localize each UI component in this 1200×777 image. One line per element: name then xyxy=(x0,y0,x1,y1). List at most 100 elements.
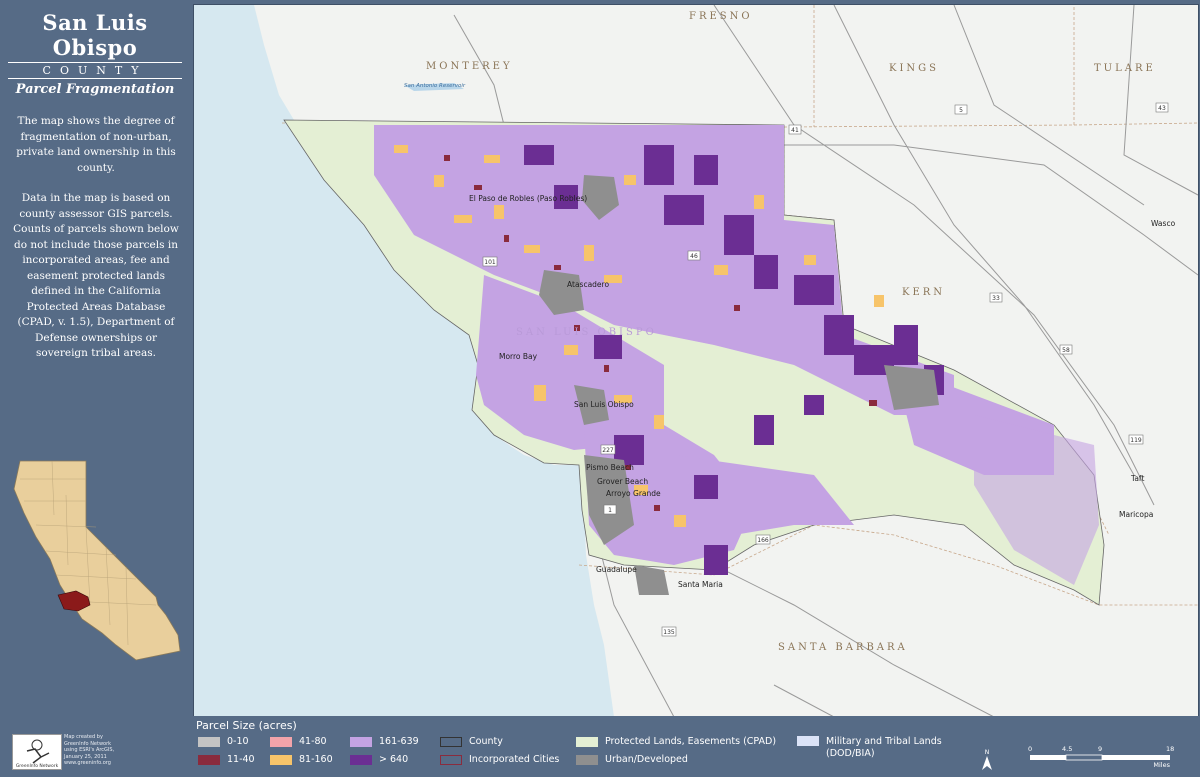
place-label-pismo-beach: Pismo Beach xyxy=(586,463,634,472)
credit-line: January 25, 2011 xyxy=(64,753,107,760)
legend-item: 81-160 xyxy=(270,754,333,765)
legend-swatch xyxy=(576,754,598,765)
highway-shield: 33 xyxy=(989,292,1003,303)
svg-text:101: 101 xyxy=(484,259,496,266)
legend-label: 41-80 xyxy=(299,736,327,747)
scale-tick: 9 xyxy=(1098,745,1102,753)
legend-item: County xyxy=(440,736,503,747)
county-label-kings: KINGS xyxy=(889,63,939,74)
legend-swatch xyxy=(270,736,292,747)
highway-shield: 5 xyxy=(954,104,968,115)
place-label-grover-beach: Grover Beach xyxy=(597,477,648,486)
legend-swatch xyxy=(350,754,372,765)
legend-item: 0-10 xyxy=(198,736,249,747)
map-title: San Luis Obispo xyxy=(42,10,148,60)
county-labels: FRESNO MONTEREY KINGS TULARE KERN SAN LU… xyxy=(426,11,1156,653)
highway-shield: 166 xyxy=(755,534,771,545)
scale-tick: 0 xyxy=(1028,745,1032,753)
legend: Parcel Size (acres) 0-10 11-40 41-80 81-… xyxy=(190,716,1200,777)
place-label-guadalupe: Guadalupe xyxy=(596,565,637,574)
parcel-mosaic xyxy=(374,125,1099,585)
description: The map shows the degree of fragmentatio… xyxy=(10,114,182,377)
highway-shield: 119 xyxy=(1128,434,1144,445)
place-label-wasco: Wasco xyxy=(1151,219,1176,228)
legend-label: Urban/Developed xyxy=(605,754,688,765)
legend-item: Protected Lands, Easements (CPAD) xyxy=(576,736,776,747)
legend-swatch xyxy=(270,754,292,765)
legend-swatch xyxy=(440,736,462,747)
credit-block: GreenInfo Network Map created by GreenIn… xyxy=(10,730,185,770)
scale-tick: 18 xyxy=(1166,745,1174,753)
legend-swatch xyxy=(198,754,220,765)
credit-line: using ESRI's ArcGIS, xyxy=(64,747,115,753)
county-label-tulare: TULARE xyxy=(1094,63,1156,74)
san-antonio-reservoir xyxy=(404,83,464,91)
place-label-santa-maria: Santa Maria xyxy=(678,580,723,589)
legend-item: 11-40 xyxy=(198,754,255,765)
svg-text:1: 1 xyxy=(608,507,612,514)
legend-title: Parcel Size (acres) xyxy=(196,719,297,732)
place-labels: El Paso de Robles (Paso Robles) Atascade… xyxy=(404,83,1176,589)
county-label-santa-barbara: SANTA BARBARA xyxy=(778,642,908,653)
credit-line: GreenInfo Network xyxy=(64,740,112,747)
california-locator-map xyxy=(13,460,181,661)
svg-text:166: 166 xyxy=(757,537,769,544)
credit-line: Map created by xyxy=(64,734,103,740)
place-label-arroyo-grande: Arroyo Grande xyxy=(606,489,661,498)
svg-text:33: 33 xyxy=(992,295,1000,302)
highway-shield: 135 xyxy=(661,626,677,637)
north-arrow: N xyxy=(982,749,992,770)
highway-shield: 1 xyxy=(603,504,617,515)
highway-shield: 43 xyxy=(1155,102,1169,113)
svg-text:41: 41 xyxy=(791,127,799,134)
legend-label: 0-10 xyxy=(227,736,249,747)
legend-item: > 640 xyxy=(350,754,408,765)
legend-swatch xyxy=(198,736,220,747)
north-label: N xyxy=(985,749,990,756)
svg-text:135: 135 xyxy=(663,629,675,636)
place-label-paso-robles: El Paso de Robles (Paso Robles) xyxy=(469,194,587,203)
legend-swatch xyxy=(350,736,372,747)
legend-item: Urban/Developed xyxy=(576,754,688,765)
svg-text:58: 58 xyxy=(1062,347,1070,354)
sidebar: San Luis Obispo COUNTY Parcel Fragmentat… xyxy=(0,0,190,777)
legend-item: 161-639 xyxy=(350,736,419,747)
highway-shield: 101 xyxy=(482,256,498,267)
place-label-atascadero: Atascadero xyxy=(567,280,609,289)
svg-text:5: 5 xyxy=(959,107,963,114)
svg-text:119: 119 xyxy=(1130,437,1142,444)
place-label-san-luis-obispo: San Luis Obispo xyxy=(574,400,634,409)
legend-label: 11-40 xyxy=(227,754,255,765)
svg-text:227: 227 xyxy=(602,447,614,454)
legend-swatch xyxy=(440,754,462,765)
highway-shield: 58 xyxy=(1059,344,1073,355)
highway-shield: 41 xyxy=(788,124,802,135)
legend-label: Incorporated Cities xyxy=(469,754,560,765)
credit-text: Map created by GreenInfo Network using E… xyxy=(64,734,184,767)
slo-county-highlight xyxy=(57,590,91,612)
credit-line: www.greeninfo.org xyxy=(64,760,111,766)
svg-text:43: 43 xyxy=(1158,105,1166,112)
scale-unit: Miles xyxy=(1153,761,1170,769)
california-shape xyxy=(13,460,181,661)
county-label-slo: SAN LUIS OBISPO xyxy=(516,327,657,338)
legend-label: 161-639 xyxy=(379,736,419,747)
legend-label: Military and Tribal Lands (DOD/BIA) xyxy=(826,736,942,759)
county-label-fresno: FRESNO xyxy=(689,11,753,22)
county-label-monterey: MONTEREY xyxy=(426,61,513,72)
highway-shield: 227 xyxy=(600,444,616,455)
place-label-taft: Taft xyxy=(1130,474,1144,483)
logo-text: GreenInfo Network xyxy=(16,763,59,769)
highway-shield: 46 xyxy=(687,250,701,261)
legend-swatch xyxy=(576,736,598,747)
legend-label: Protected Lands, Easements (CPAD) xyxy=(605,736,777,747)
legend-label: County xyxy=(469,736,503,747)
map-title-block: San Luis Obispo COUNTY Parcel Fragmentat… xyxy=(8,10,182,97)
svg-text:46: 46 xyxy=(690,253,698,260)
map-canvas[interactable]: FRESNO MONTEREY KINGS TULARE KERN SAN LU… xyxy=(193,4,1199,718)
place-label-reservoir: San Antonio Reservoir xyxy=(404,83,466,89)
map-svg: FRESNO MONTEREY KINGS TULARE KERN SAN LU… xyxy=(194,5,1198,717)
description-paragraph-2: Data in the map is based on county asses… xyxy=(13,192,179,359)
county-label-kern: KERN xyxy=(902,287,945,298)
description-paragraph-1: The map shows the degree of fragmentatio… xyxy=(16,115,176,174)
